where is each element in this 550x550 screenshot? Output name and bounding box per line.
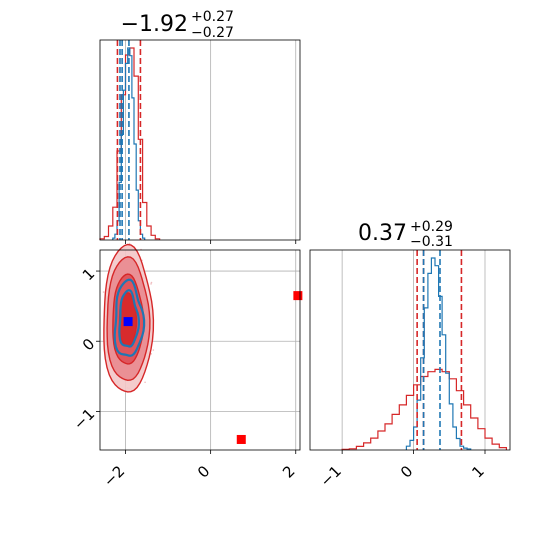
panel-histogram-y: −1 0 1 <box>309 249 511 490</box>
p1-scatter-point-38 <box>150 353 153 355</box>
panel-histogram-x <box>99 39 301 244</box>
p1-blue-contour-1 <box>118 289 140 348</box>
p2-xtick-label-1: 0 <box>397 462 416 481</box>
title-bottom-right-sup: +0.29 <box>410 219 453 235</box>
p1-scatter-point-3 <box>150 283 152 285</box>
p1-scatter-point-11 <box>152 349 155 351</box>
p1-ytick-label-2: 1 <box>79 265 98 284</box>
title-bottom-right-main: 0.37 <box>358 221 407 246</box>
p1-frame <box>99 249 301 451</box>
title-top-left-main: −1.92 <box>121 12 188 37</box>
p1-scatter-point-21 <box>150 281 153 284</box>
panel-contour-xy: −2 0 2 −1 0 1 <box>70 242 303 490</box>
title-top-left: −1.92 +0.27 −0.27 <box>121 9 234 41</box>
p1-scatter-point-22 <box>128 242 131 245</box>
p0-hist-red <box>99 47 161 240</box>
title-top-left-sub: −0.27 <box>191 25 234 41</box>
p0-frame <box>99 39 301 241</box>
p1-marker-1 <box>236 434 246 444</box>
p1-marker-0 <box>123 317 133 327</box>
p1-xtick-label-0: −2 <box>100 462 128 490</box>
p1-ytick-label-1: 0 <box>79 335 98 354</box>
p1-xtick-label-2: 2 <box>279 462 298 481</box>
p2-frame <box>309 249 511 451</box>
title-bottom-right-sub: −0.31 <box>410 234 453 250</box>
p1-ytick-label-0: −1 <box>70 405 98 433</box>
p2-xtick-label-2: 1 <box>468 462 487 481</box>
p2-xtick-label-0: −1 <box>317 462 345 490</box>
p1-marker-2 <box>293 291 303 301</box>
title-bottom-right: 0.37 +0.29 −0.31 <box>358 219 453 250</box>
title-top-left-sup: +0.27 <box>191 9 234 25</box>
p1-scatter-point-32 <box>102 291 105 293</box>
p1-blue-contour-0 <box>113 278 146 357</box>
p1-xtick-label-1: 0 <box>194 462 213 481</box>
p1-scatter-point-37 <box>144 381 146 384</box>
